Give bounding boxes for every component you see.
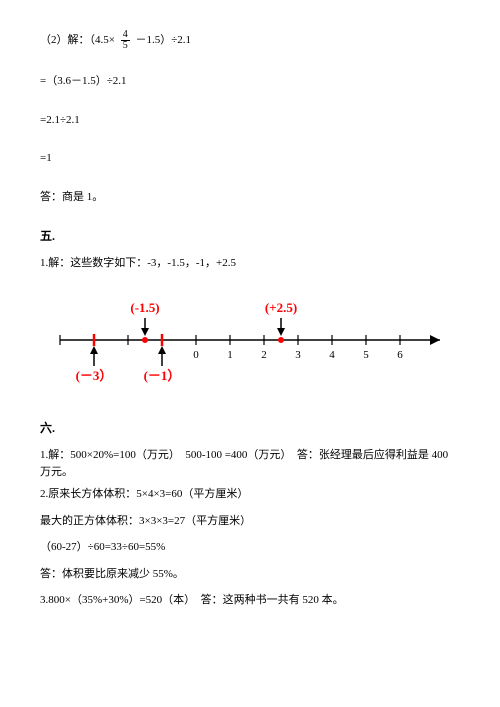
svg-text:2: 2 [261, 349, 267, 361]
fraction-denominator: 5 [121, 41, 130, 51]
line-1-suffix: －1.5）÷2.1 [135, 34, 191, 46]
svg-text:(-1.5): (-1.5) [130, 300, 159, 315]
svg-text:0: 0 [193, 349, 199, 361]
svg-text:(－3）: (－3） [76, 368, 113, 383]
line-10: （60-27）÷60=33÷60=55% [40, 539, 460, 556]
line-7: 1.解：500×20%=100（万元） 500-100 =400（万元） 答：张… [40, 447, 460, 480]
line-12: 3.800×（35%+30%）=520（本） 答：这两种书一共有 520 本。 [40, 592, 460, 609]
fraction-4-5: 4 5 [121, 30, 130, 51]
line-3: =2.1÷2.1 [40, 112, 460, 129]
svg-text:4: 4 [329, 349, 335, 361]
svg-text:5: 5 [363, 349, 369, 361]
svg-text:1: 1 [227, 349, 233, 361]
line-9: 最大的正方体体积：3×3×3=27（平方厘米） [40, 513, 460, 530]
svg-text:(－1）: (－1） [144, 368, 181, 383]
line-1: （2）解：（4.5× 4 5 －1.5）÷2.1 [40, 30, 460, 51]
svg-text:3: 3 [295, 349, 301, 361]
svg-text:6: 6 [397, 349, 403, 361]
section-5-title: 五. [40, 227, 460, 245]
number-line-chart: 0 1 2 3 4 5 6 (-1.5) (+2.5) (－3） (－1） [40, 280, 460, 406]
svg-text:(+2.5): (+2.5) [265, 300, 297, 315]
line-1-prefix: （2）解：（4.5× [40, 34, 115, 46]
section-6-title: 六. [40, 419, 460, 437]
line-5: 答：商是 1。 [40, 189, 460, 206]
line-6: 1.解：这些数字如下：-3，-1.5，-1，+2.5 [40, 255, 460, 272]
line-11: 答：体积要比原来减少 55%。 [40, 566, 460, 583]
line-8: 2.原来长方体体积：5×4×3=60（平方厘米） [40, 486, 460, 503]
line-4: =1 [40, 150, 460, 167]
line-2: =（3.6－1.5）÷2.1 [40, 73, 460, 90]
